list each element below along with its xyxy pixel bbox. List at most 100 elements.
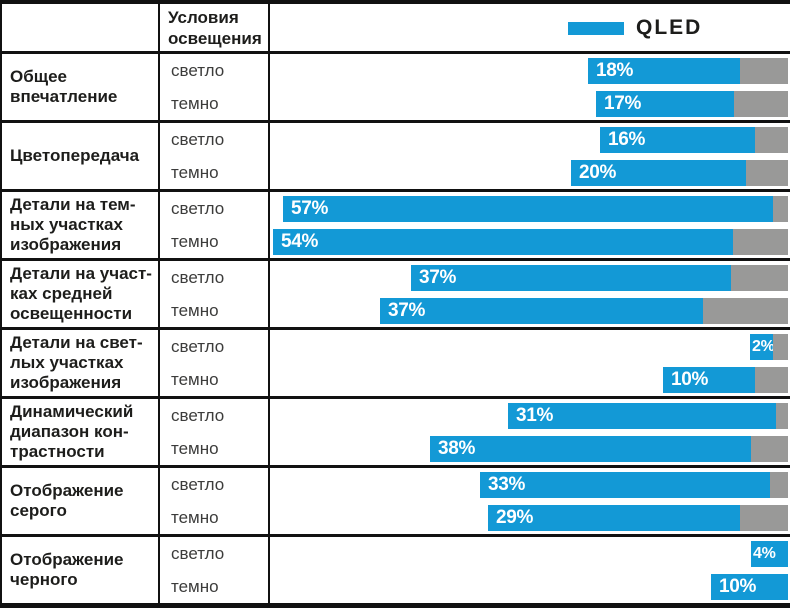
bar-value-segment: 37% [380, 297, 703, 324]
qled-bar: 54% [270, 228, 788, 255]
bar-value-segment: 31% [508, 402, 776, 429]
bar-remainder-segment [703, 297, 788, 324]
qled-bar: 57% [270, 195, 788, 222]
qled-bar: 37% [270, 264, 788, 291]
bar-remainder-segment [740, 504, 788, 531]
bar-value-label: 37% [388, 299, 426, 321]
bar-value-segment: 17% [596, 90, 734, 117]
category-label: Цветопередача [2, 123, 160, 189]
qled-bar: 20% [270, 159, 788, 186]
group-row: Динамический диапазон кон- трастности св… [2, 396, 790, 465]
conditions-column-title: Условия освещения [160, 4, 270, 51]
bar-value-segment: 38% [430, 435, 751, 462]
condition-label-dark: темно [171, 93, 219, 113]
bar-value-segment: 10% [711, 573, 788, 600]
bar-remainder-segment [773, 333, 788, 360]
bar-value-segment: 10% [663, 366, 755, 393]
bar-value-segment: 2% [750, 333, 775, 360]
qled-bar: 18% [270, 57, 788, 84]
bar-remainder-segment [773, 195, 788, 222]
bar-value-label: 10% [671, 368, 709, 390]
header-row: Условия освещения QLED [2, 4, 790, 51]
category-label: Детали на свет- лых участках изображения [2, 330, 160, 396]
category-label: Отображение серого [2, 468, 160, 534]
legend-label: QLED [636, 15, 703, 39]
qled-bar: 10% [270, 573, 788, 600]
group-row: Отображение серого светло темно 33% 29% [2, 465, 790, 534]
group-row: Детали на свет- лых участках изображения… [2, 327, 790, 396]
category-label: Отображение черного [2, 537, 160, 603]
qled-bar: 37% [270, 297, 788, 324]
bar-value-segment: 16% [600, 126, 755, 153]
group-row: Цветопередача светло темно 16% 20% [2, 120, 790, 189]
qled-bar: 10% [270, 366, 788, 393]
bar-value-segment: 54% [273, 228, 733, 255]
qled-legend-swatch-icon [568, 22, 624, 35]
condition-label-dark: темно [171, 231, 219, 251]
bar-value-label: 16% [608, 128, 646, 150]
condition-label-light: светло [171, 267, 225, 287]
bar-value-segment: 33% [480, 471, 770, 498]
condition-label-light: светло [171, 129, 225, 149]
bar-remainder-segment [731, 264, 788, 291]
qled-bar: 16% [270, 126, 788, 153]
bar-value-segment: 37% [411, 264, 731, 291]
condition-label-light: светло [171, 405, 225, 425]
bar-value-segment: 29% [488, 504, 740, 531]
group-row: Отображение черного светло темно 4% 10% [2, 534, 790, 603]
bar-value-label: 57% [291, 197, 329, 219]
qled-bar: 17% [270, 90, 788, 117]
condition-label-light: светло [171, 60, 225, 80]
bar-remainder-segment [751, 435, 788, 462]
qled-bar: 31% [270, 402, 788, 429]
qled-bar: 2% [270, 333, 788, 360]
qled-bar: 29% [270, 504, 788, 531]
bar-value-label: 2% [752, 337, 775, 355]
bar-value-label: 37% [419, 266, 457, 288]
condition-label-light: светло [171, 543, 225, 563]
condition-label-dark: темно [171, 369, 219, 389]
condition-label-light: светло [171, 336, 225, 356]
legend: QLED [270, 4, 788, 51]
condition-label-light: светло [171, 198, 225, 218]
bar-value-label: 18% [596, 59, 634, 81]
bar-value-segment: 18% [588, 57, 740, 84]
bar-remainder-segment [770, 471, 788, 498]
category-label: Детали на участ- ках средней освещенност… [2, 261, 160, 327]
bar-value-segment: 20% [571, 159, 746, 186]
bar-value-label: 4% [753, 544, 776, 562]
group-row: Детали на тем- ных участках изображения … [2, 189, 790, 258]
condition-label-dark: темно [171, 162, 219, 182]
bar-remainder-segment [755, 366, 788, 393]
condition-label-dark: темно [171, 438, 219, 458]
bar-remainder-segment [740, 57, 788, 84]
bar-remainder-segment [734, 90, 788, 117]
bar-value-label: 29% [496, 506, 534, 528]
group-row: Общее впечатление светло темно 18% 17% [2, 51, 790, 120]
bar-value-label: 10% [719, 575, 757, 597]
bar-remainder-segment [755, 126, 788, 153]
bar-value-label: 20% [579, 161, 617, 183]
condition-label-dark: темно [171, 300, 219, 320]
bar-value-segment: 57% [283, 195, 773, 222]
qled-bar: 33% [270, 471, 788, 498]
bar-remainder-segment [776, 402, 788, 429]
group-row: Детали на участ- ках средней освещенност… [2, 258, 790, 327]
category-label: Динамический диапазон кон- трастности [2, 399, 160, 465]
qled-bar: 4% [270, 540, 788, 567]
bar-value-label: 54% [281, 230, 319, 252]
bar-remainder-segment [733, 228, 788, 255]
bar-value-label: 17% [604, 92, 642, 114]
condition-label-dark: темно [171, 576, 219, 596]
bar-remainder-segment [746, 159, 788, 186]
qled-bar: 38% [270, 435, 788, 462]
bar-value-label: 31% [516, 404, 554, 426]
bar-value-label: 38% [438, 437, 476, 459]
bar-value-label: 33% [488, 473, 526, 495]
condition-label-light: светло [171, 474, 225, 494]
category-label: Детали на тем- ных участках изображения [2, 192, 160, 258]
bar-value-segment: 4% [751, 540, 788, 567]
category-label: Общее впечатление [2, 54, 160, 120]
condition-label-dark: темно [171, 507, 219, 527]
